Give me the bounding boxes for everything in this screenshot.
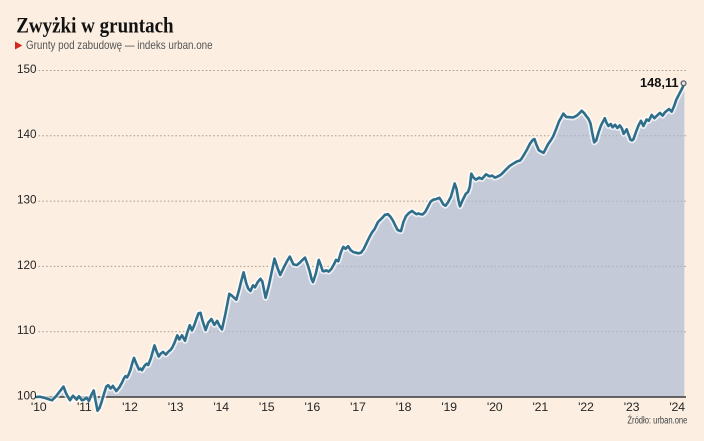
svg-text:'24: '24: [669, 400, 685, 414]
svg-text:'10: '10: [31, 400, 47, 414]
svg-text:100: 100: [17, 389, 37, 402]
svg-text:Grunty pod zabudowę — indeks u: Grunty pod zabudowę — indeks urban.one: [26, 38, 213, 52]
svg-text:150: 150: [17, 63, 37, 76]
svg-text:'11: '11: [77, 400, 92, 414]
svg-text:'20: '20: [487, 400, 503, 414]
svg-text:'17: '17: [350, 400, 366, 414]
svg-text:'19: '19: [441, 400, 457, 414]
svg-text:148,11: 148,11: [640, 76, 679, 90]
svg-text:'18: '18: [396, 400, 412, 414]
svg-text:'21: '21: [533, 400, 549, 414]
svg-text:110: 110: [17, 324, 36, 337]
svg-text:120: 120: [17, 259, 37, 272]
svg-text:'16: '16: [305, 400, 321, 414]
svg-text:'22: '22: [578, 400, 594, 414]
svg-text:'12: '12: [122, 400, 138, 414]
svg-text:'23: '23: [624, 400, 640, 414]
svg-text:Zwyżki w gruntach: Zwyżki w gruntach: [16, 12, 173, 37]
svg-text:'15: '15: [259, 400, 275, 414]
svg-text:140: 140: [17, 128, 37, 141]
svg-text:Źródło: urban.one: Źródło: urban.one: [627, 414, 687, 427]
svg-text:'14: '14: [213, 400, 229, 414]
svg-text:'13: '13: [168, 400, 184, 414]
svg-text:130: 130: [17, 194, 37, 207]
